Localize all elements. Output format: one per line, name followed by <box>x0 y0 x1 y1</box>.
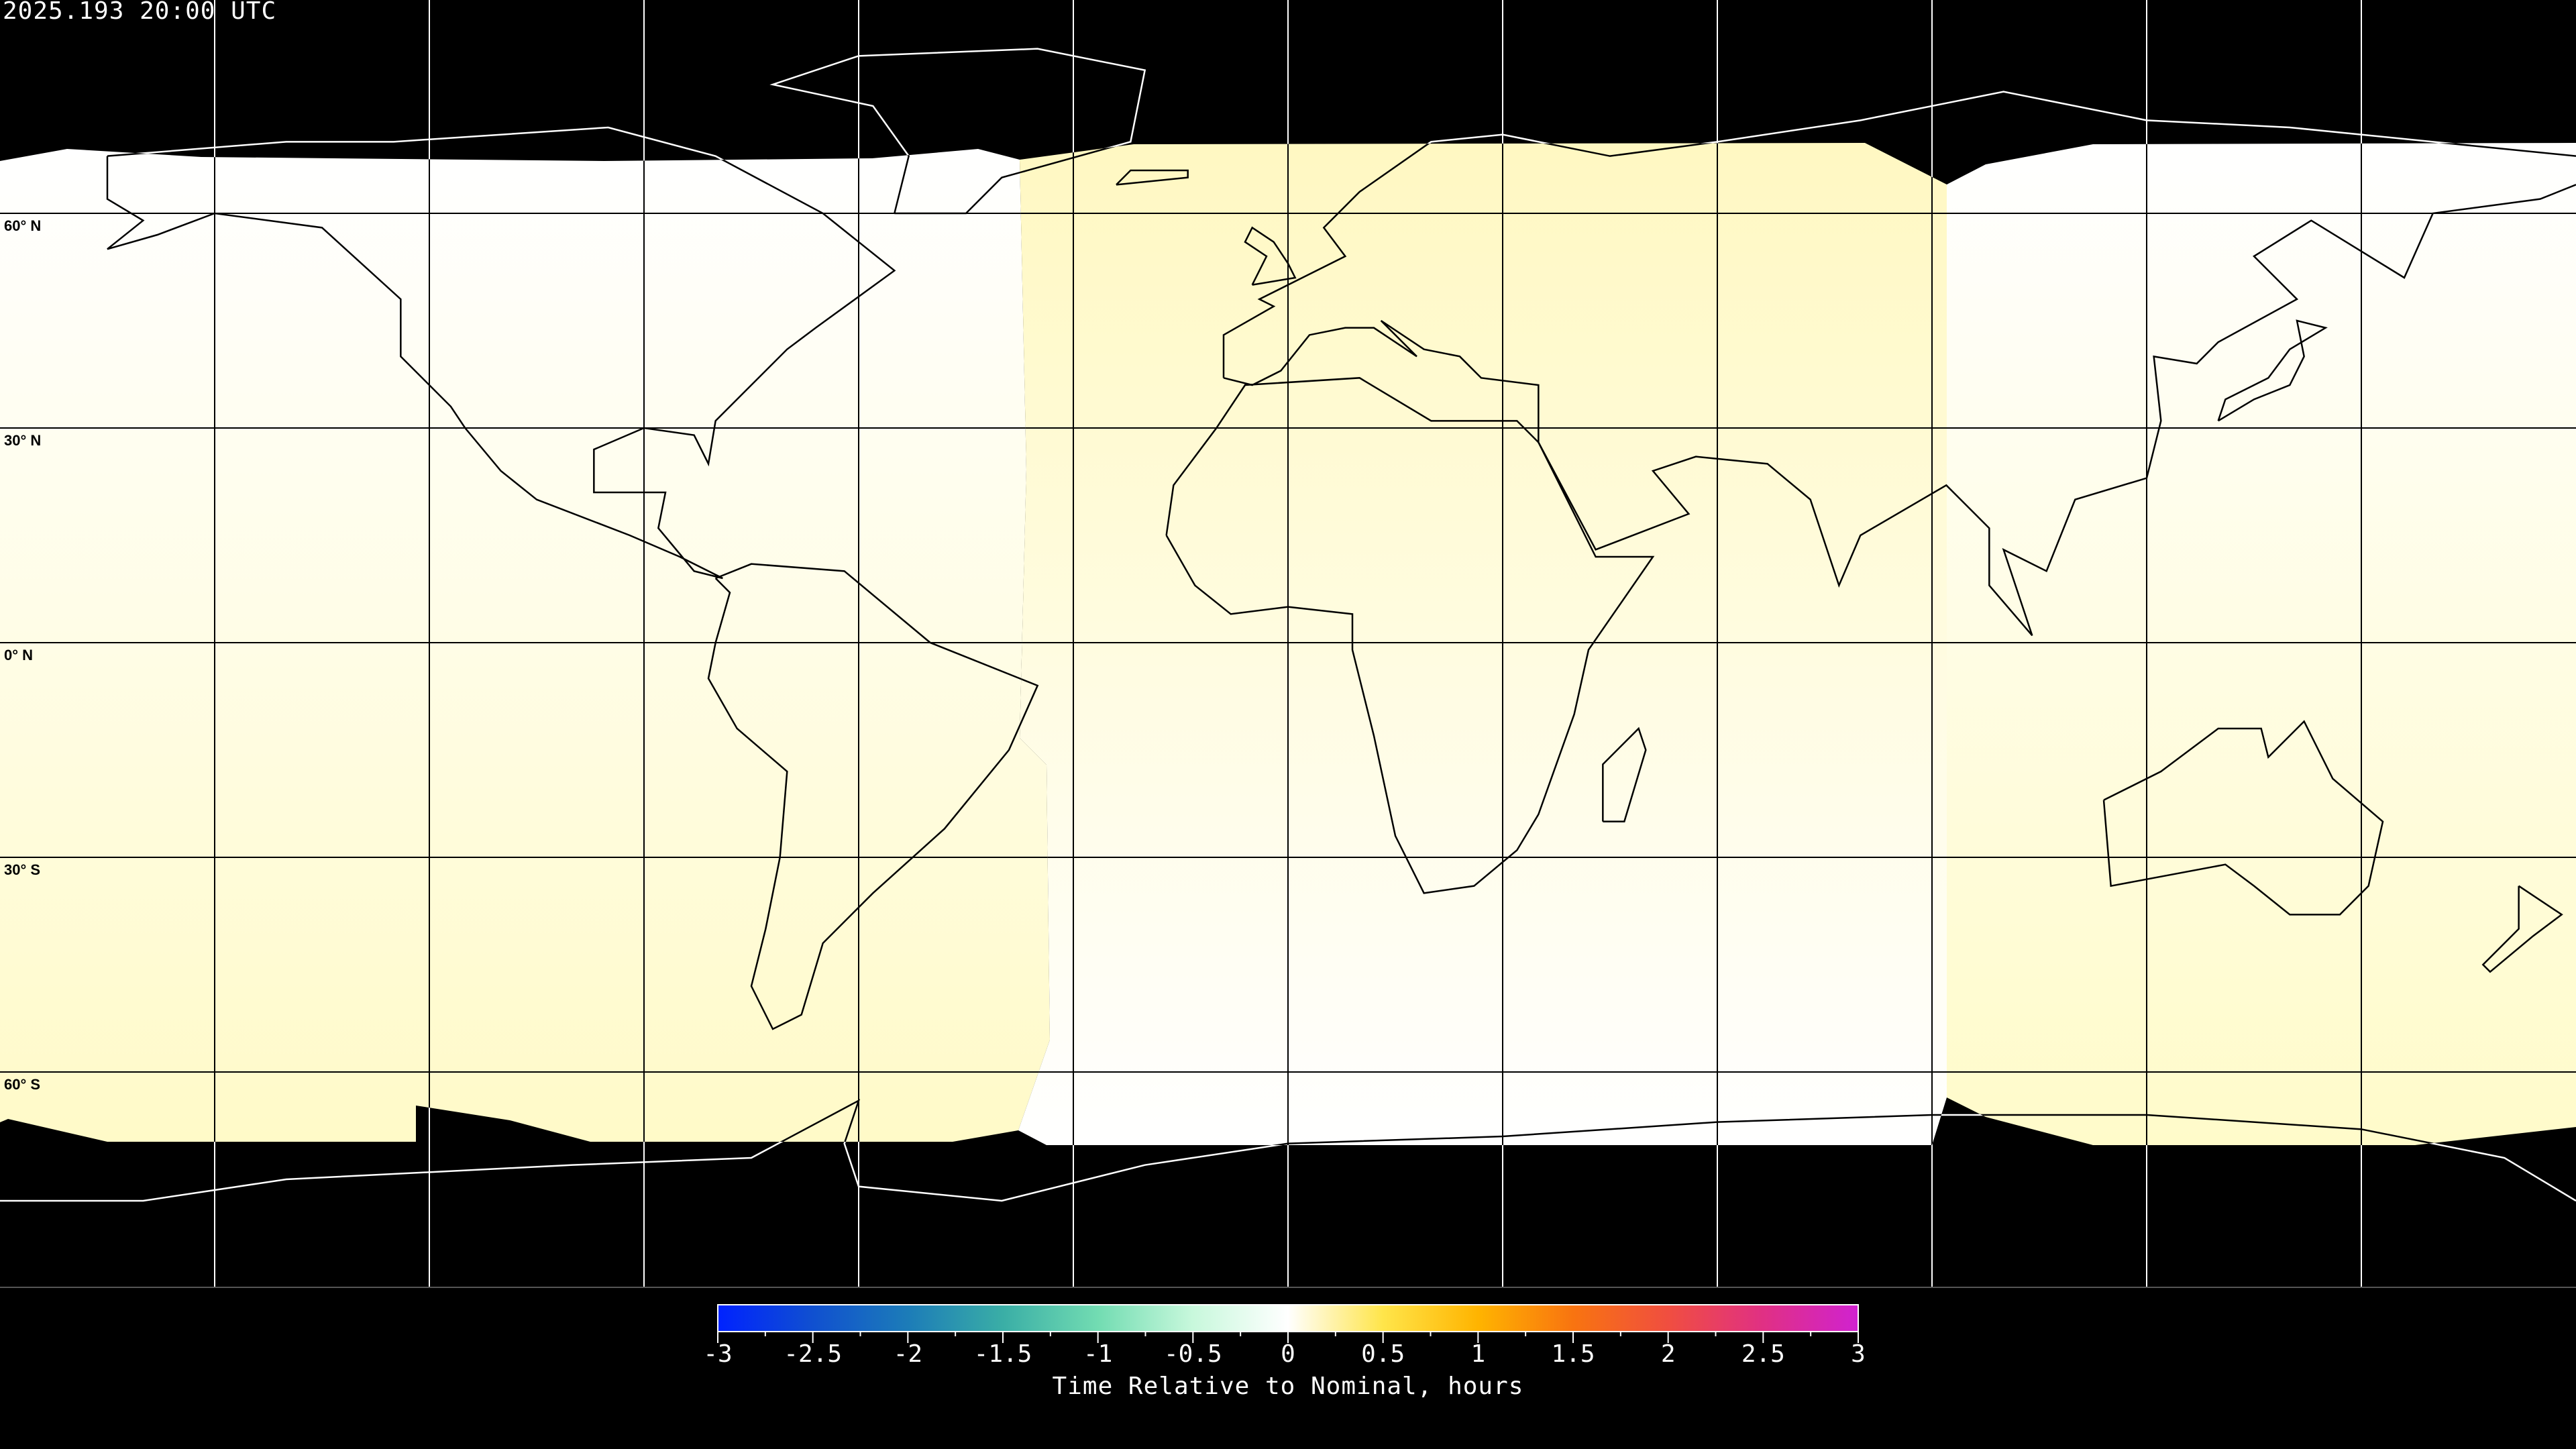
coastline <box>1602 727 1647 822</box>
colorbar-tick-label: -1 <box>1083 1340 1113 1368</box>
colorbar-tick-label: -0.5 <box>1163 1340 1222 1368</box>
colorbar-tick-label: 0.5 <box>1361 1340 1405 1368</box>
coverage-region-europe-africa <box>1018 143 1947 1145</box>
colorbar-ticks <box>717 1332 1859 1343</box>
colorbar-tick-label: 2 <box>1660 1340 1676 1368</box>
colorbar-tick-label: 3 <box>1851 1340 1866 1368</box>
coverage-region-americas <box>0 149 1050 1142</box>
coverage-regions <box>0 143 2576 1145</box>
coastline <box>1223 184 2576 637</box>
colorbar-tick-label: -2.5 <box>784 1340 843 1368</box>
coastline <box>1165 377 1655 894</box>
latitude-label: 30° N <box>4 432 42 449</box>
colorbar-tick-label: 0 <box>1281 1340 1295 1368</box>
map-lines-outside <box>0 0 2576 1287</box>
latitude-label: 30° S <box>4 861 41 878</box>
colorbar <box>717 1304 1859 1332</box>
coastline <box>1116 169 1189 186</box>
latitude-label: 60° S <box>4 1076 41 1093</box>
colorbar-tick-label: 2.5 <box>1741 1340 1785 1368</box>
coverage-region-asia-pacific <box>1947 143 2576 1145</box>
colorbar-tick-label: 1 <box>1470 1340 1486 1368</box>
coastline <box>1244 226 1297 286</box>
map-bottom-border <box>0 1287 2576 1288</box>
coastline <box>2481 885 2563 973</box>
colorbar-tick-label: -1.5 <box>973 1340 1032 1368</box>
coastline <box>0 1099 2576 1202</box>
colorbar-tick-label: 1.5 <box>1551 1340 1595 1368</box>
coastline <box>707 563 1039 1030</box>
colorbar-title: Time Relative to Nominal, hours <box>1052 1373 1524 1400</box>
coastline <box>2217 319 2328 422</box>
colorbar-tick-label: -3 <box>703 1340 733 1368</box>
colorbar-tick-label: -2 <box>893 1340 923 1368</box>
latitude-label: 0° N <box>4 647 34 663</box>
latitude-label: 60° N <box>4 217 42 234</box>
coastline <box>769 48 1146 215</box>
coastline <box>2102 720 2384 916</box>
coastline <box>1222 91 2576 378</box>
coastline <box>106 126 896 580</box>
timestamp-title: 2025.193 20:00 UTC <box>3 0 277 25</box>
